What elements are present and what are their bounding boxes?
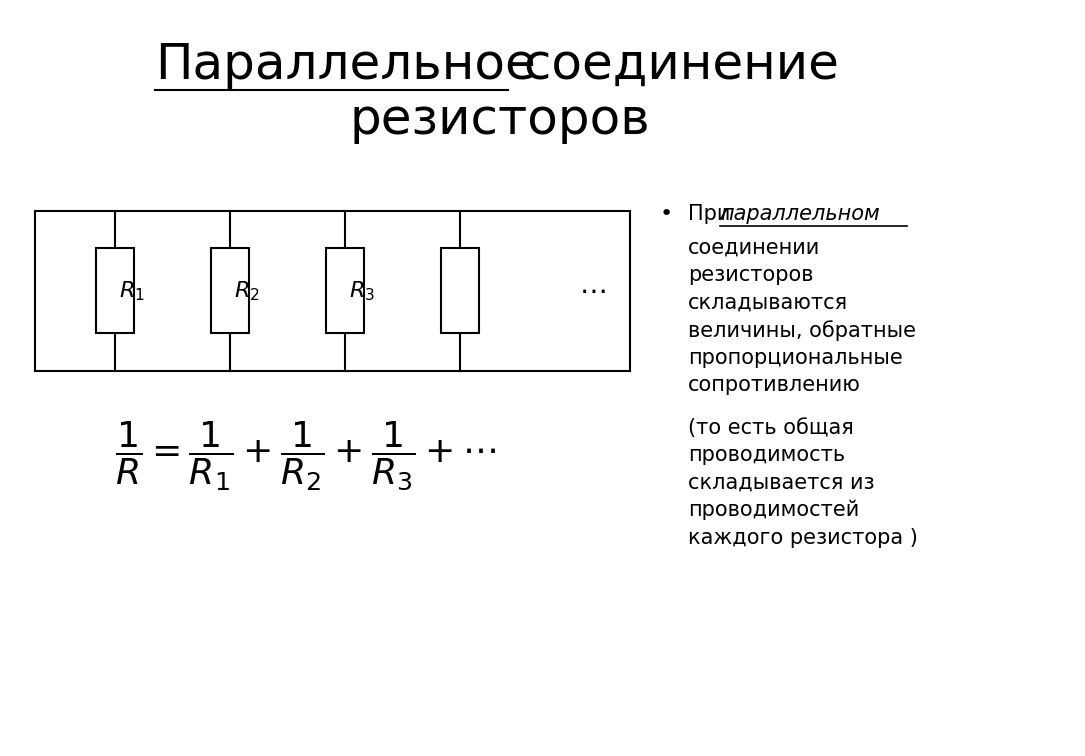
Text: $R_1$: $R_1$ <box>119 279 144 303</box>
Text: Параллельное: Параллельное <box>155 41 536 89</box>
Bar <box>95 249 135 333</box>
Bar <box>326 249 363 333</box>
Text: При: При <box>688 204 737 224</box>
Text: $\cdots$: $\cdots$ <box>578 277 605 305</box>
Text: (то есть общая
проводимость
складывается из
проводимостей
каждого резистора ): (то есть общая проводимость складывается… <box>688 418 918 547</box>
Text: параллельном: параллельном <box>720 204 880 224</box>
Text: $R_2$: $R_2$ <box>234 279 259 303</box>
Text: •: • <box>660 204 674 224</box>
Text: резисторов: резисторов <box>349 96 650 144</box>
Text: соединении
резисторов
складываются
величины, обратные
пропорциональные
сопротивл: соединении резисторов складываются велич… <box>688 238 916 395</box>
Text: соединение: соединение <box>508 41 839 89</box>
Bar <box>210 249 248 333</box>
Text: $\dfrac{1}{R} = \dfrac{1}{R_1} + \dfrac{1}{R_2} + \dfrac{1}{R_3} + \cdots$: $\dfrac{1}{R} = \dfrac{1}{R_1} + \dfrac{… <box>115 420 496 492</box>
Text: $R_3$: $R_3$ <box>349 279 375 303</box>
Bar <box>441 249 478 333</box>
